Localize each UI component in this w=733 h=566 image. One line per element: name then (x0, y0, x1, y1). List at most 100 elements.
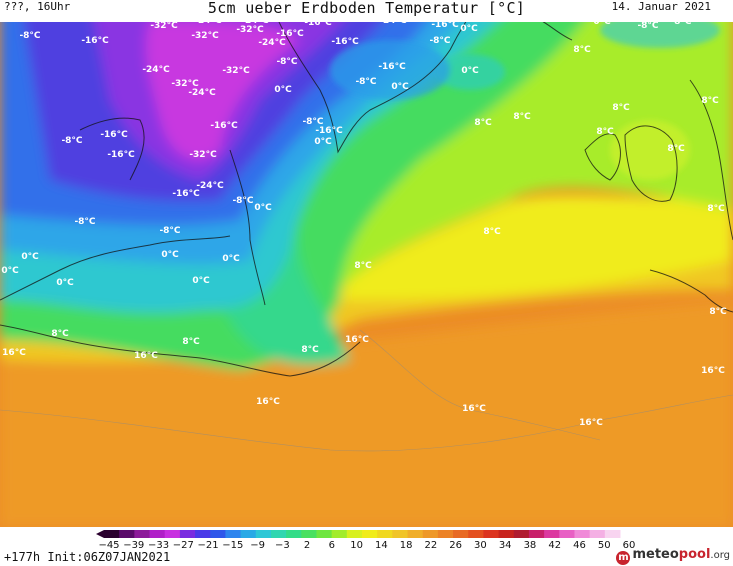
color-scale-swatch (392, 530, 409, 538)
temperature-label: -32°C (236, 25, 264, 35)
color-scale-tick-label: 6 (328, 540, 336, 551)
color-scale-tick-label: 2 (303, 540, 311, 551)
temperature-label: -16°C (172, 189, 200, 199)
temperature-label: 0°C (461, 66, 479, 76)
color-scale-tick-label: 50 (597, 540, 611, 551)
temperature-label: 0°C (460, 24, 478, 34)
color-scale-tick-label: −39 (123, 540, 145, 551)
run-info: +177h Init:06Z07JAN2021 (4, 550, 171, 564)
temperature-label: 0°C (391, 82, 409, 92)
temperature-label: 8°C (474, 118, 492, 128)
color-scale-swatch (270, 530, 287, 538)
color-scale-swatch (301, 530, 317, 538)
color-scale-tick-label: 46 (573, 540, 586, 551)
temperature-label: -24°C (142, 65, 170, 75)
color-scale-tick-label: −27 (172, 540, 194, 551)
temperature-map: -8°C-16°C-24°C-32°C-24°C-32°C-32°C-16°C-… (0, 0, 733, 527)
temperature-label: -16°C (431, 20, 459, 30)
color-scale-tick-label: −45 (98, 540, 120, 551)
temperature-label: -8°C (61, 136, 82, 146)
temperature-label: -16°C (107, 150, 135, 160)
meteopool-logo[interactable]: m meteopool.org (616, 547, 730, 565)
temperature-label: 0°C (192, 276, 210, 286)
color-scale-swatch (544, 530, 560, 538)
temperature-label: -16°C (331, 37, 359, 47)
temperature-label: 16°C (345, 335, 369, 345)
color-scale-swatch (286, 530, 302, 538)
temperature-label: -32°C (189, 150, 217, 160)
map-title: 5cm ueber Erdboden Temperatur [°C] (207, 0, 526, 17)
color-scale-swatch (179, 530, 196, 538)
temperature-label: 0°C (21, 252, 39, 262)
temperature-label: 0°C (593, 17, 611, 27)
footer: −45 −39 −33 −27 −21 −15 −9 −3 2 6 10 14 18 22 26 30 34 38… (0, 527, 733, 566)
brand-tld: .org (710, 550, 730, 561)
temperature-label: -32°C (150, 21, 178, 31)
color-scale-swatch (331, 530, 348, 538)
temperature-label: -16°C (315, 126, 343, 136)
temperature-label: -8°C (637, 21, 658, 31)
temperature-label: -24°C (188, 88, 216, 98)
color-scale-swatch (528, 530, 545, 538)
color-scale-tick-label: 10 (350, 540, 363, 551)
temperature-label: -8°C (429, 36, 450, 46)
color-scale (96, 530, 621, 538)
map-svg: -8°C-16°C-24°C-32°C-24°C-32°C-32°C-16°C-… (0, 0, 733, 527)
temperature-label: -8°C (19, 31, 40, 41)
temperature-label: -16°C (81, 36, 109, 46)
color-scale-tick-label: 14 (375, 540, 388, 551)
temperature-label: 0°C (254, 203, 272, 213)
color-scale-swatch (407, 530, 424, 538)
temperature-label: -16°C (210, 121, 238, 131)
color-scale-ticks: −45 −39 −33 −27 −21 −15 −9 −3 2 6 10 14 18 22 26 30 34 38… (98, 540, 635, 552)
color-scale-tick-label: −15 (222, 540, 244, 551)
header-timestep: ???, 16Uhr (4, 0, 71, 13)
color-scale-swatch (240, 530, 257, 538)
color-scale-swatch (377, 530, 393, 538)
color-scale-tick-label: 26 (449, 540, 463, 551)
temperature-label: 8°C (354, 261, 372, 271)
color-scale-swatch (316, 530, 333, 538)
color-scale-swatch (210, 530, 226, 538)
color-scale-tick-label: 60 (622, 540, 636, 551)
temperature-label: -24°C (196, 181, 224, 191)
color-scale-swatch (104, 530, 120, 538)
temperature-label: 0°C (274, 85, 292, 95)
color-scale-swatch (422, 530, 439, 538)
color-scale-swatch (453, 530, 469, 538)
temperature-label: 8°C (182, 337, 200, 347)
color-scale-tick-label: 38 (523, 540, 537, 551)
temperature-label: 8°C (667, 144, 685, 154)
temperature-label: -16°C (276, 29, 304, 39)
color-scale-swatch (437, 530, 454, 538)
color-scale-swatch (346, 530, 363, 538)
color-scale-swatch (498, 530, 515, 538)
temperature-label: 8°C (483, 227, 501, 237)
temperature-label: 8°C (612, 103, 630, 113)
color-scale-swatch (225, 530, 242, 538)
temperature-label: 16°C (462, 404, 486, 414)
color-scale-swatch (559, 530, 575, 538)
temperature-label: -8°C (355, 77, 376, 87)
meteopool-m-icon: m (616, 551, 631, 565)
color-scale-swatch (604, 530, 621, 538)
temperature-label: 16°C (701, 366, 725, 376)
temperature-label: 0°C (222, 254, 240, 264)
temperature-label: -8°C (670, 17, 691, 27)
temperature-label: 8°C (707, 204, 725, 214)
color-scale-swatch (149, 530, 166, 538)
color-scale-tick-label: 18 (399, 540, 413, 551)
temperature-label: -24°C (258, 38, 286, 48)
temperature-label: 0°C (56, 278, 74, 288)
header-date: 14. Januar 2021 (611, 0, 711, 13)
temperature-label: -32°C (171, 79, 199, 89)
color-scale-arrow (96, 530, 104, 538)
color-scale-tick-label: 42 (548, 540, 562, 551)
temperature-label: 8°C (709, 307, 727, 317)
brand-pool: pool (678, 547, 711, 562)
color-scale-tick-label: −9 (250, 540, 265, 551)
temperature-label: -16°C (378, 62, 406, 72)
temperature-label: 8°C (301, 345, 319, 355)
temperature-label: 8°C (51, 329, 69, 339)
temperature-label: 8°C (573, 45, 591, 55)
